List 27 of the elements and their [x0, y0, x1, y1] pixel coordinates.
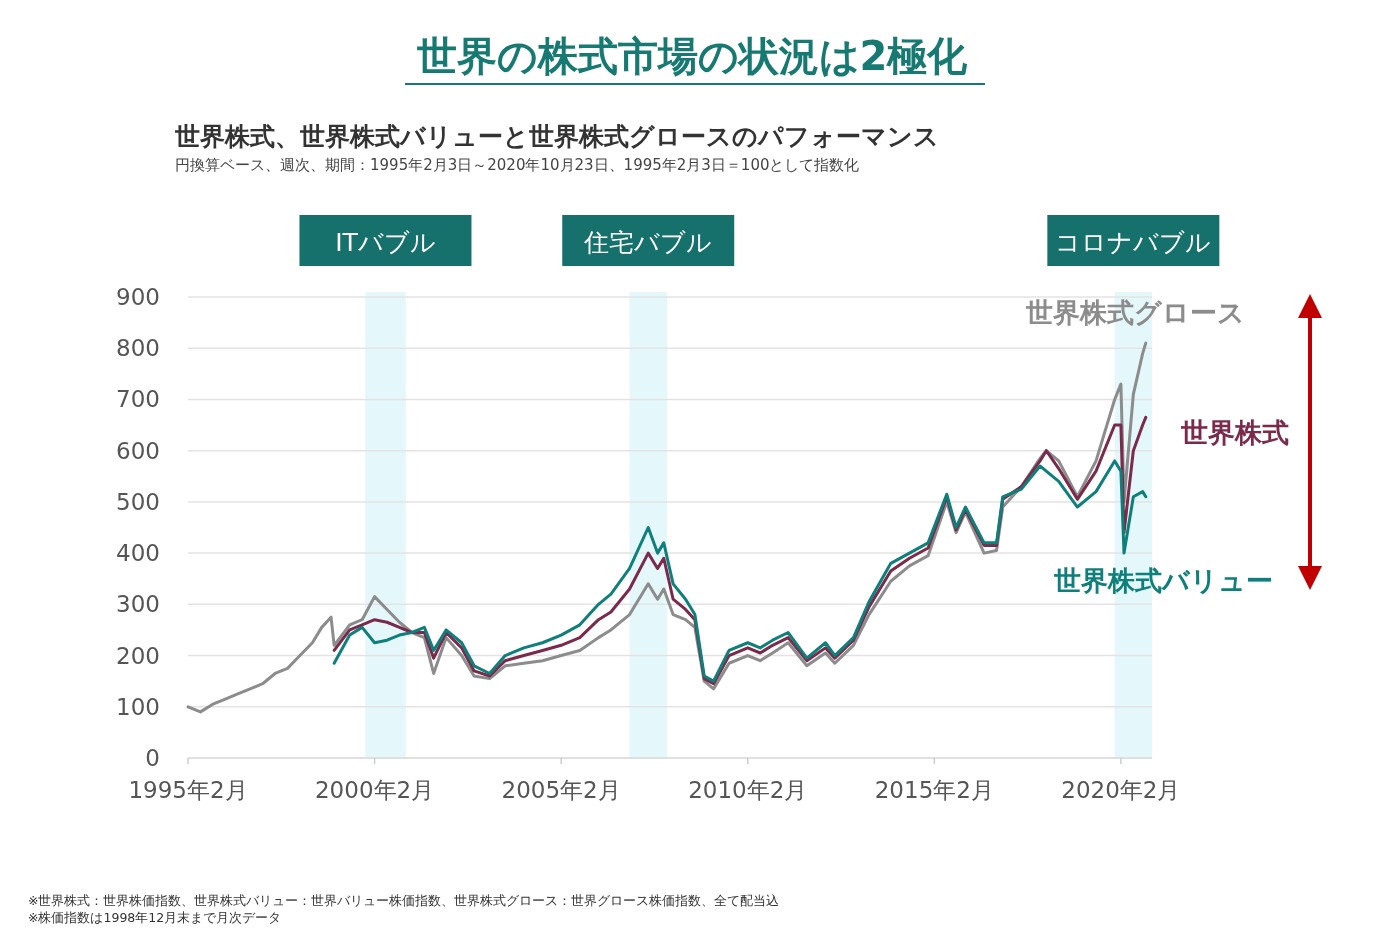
text: ※株価指数は1998年12月末まで月次データ: [28, 910, 282, 925]
text: ※世界株式：世界株価指数、世界株式バリュー：世界バリュー株価指数、世界株式グロース：世界グロース株価指数、全て配当込: [28, 893, 780, 908]
y-tick-label: 500: [116, 488, 160, 515]
y-tick-label: 900: [116, 284, 160, 310]
y-tick-label: 700: [116, 386, 160, 413]
y-tick-label: 200: [116, 642, 160, 669]
band-label: コロナバブル: [1055, 228, 1212, 257]
band-label: ITバブル: [335, 228, 436, 257]
x-tick-label: 1995年2月: [128, 777, 248, 803]
series-label: 世界株式: [1180, 417, 1289, 448]
y-tick-label: 400: [116, 540, 160, 567]
x-tick-label: 2010年2月: [688, 777, 808, 803]
series-label: 世界株式バリュー: [1052, 565, 1273, 596]
y-tick-label: 100: [116, 693, 160, 720]
band-label: 住宅バブル: [583, 228, 713, 257]
chart-title: 世界の株式市場の状況は2極化: [415, 33, 969, 79]
text: 円換算ベース、週次、期間：1995年2月3日～2020年10月23日、1995年2月3日＝100として指数化: [175, 156, 860, 174]
x-tick-label: 2005年2月: [501, 777, 621, 803]
x-tick-label: 2020年2月: [1061, 777, 1181, 803]
y-tick-label: 600: [116, 437, 160, 464]
x-tick-label: 2000年2月: [314, 777, 435, 803]
y-tick-label: 0: [145, 745, 160, 771]
y-tick-label: 300: [116, 591, 160, 618]
y-tick-label: 800: [116, 335, 160, 362]
chart-subtitle: 世界株式、世界株式バリューと世界株式グロースのパフォーマンス: [174, 122, 939, 151]
x-tick-label: 2015年2月: [874, 777, 994, 803]
series-label: 世界株式グロース: [1024, 297, 1245, 328]
